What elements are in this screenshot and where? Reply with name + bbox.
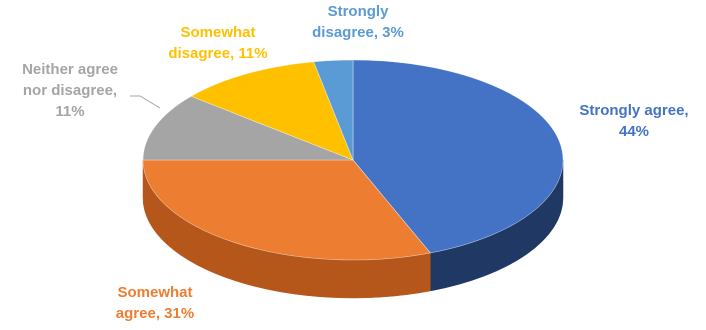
pie-slice-neither-agree-nor-disagree xyxy=(142,95,354,161)
pie-slice-somewhat-agree xyxy=(142,159,431,261)
data-label-somewhat-agree: Somewhat agree, 31% xyxy=(116,284,194,322)
leader-lines xyxy=(130,95,161,109)
pie-slice-strongly-agree xyxy=(352,59,564,254)
data-label-somewhat-disagree: Somewhat disagree, 11% xyxy=(168,24,267,62)
data-labels: Strongly agree, 44% Somewhat agree, 31% Neit… xyxy=(22,3,689,322)
data-label-strongly-disagree: Strongly disagree, 3% xyxy=(312,3,404,41)
pie-tops xyxy=(142,59,564,261)
leader-line-neither xyxy=(130,95,161,109)
pie-slice-somewhat-disagree xyxy=(190,61,354,161)
pie-slice-strongly-disagree xyxy=(313,59,354,161)
data-label-strongly-agree: Strongly agree, 44% xyxy=(579,102,688,140)
data-label-neither-agree-nor-disagree: Neither agree nor disagree, 11% xyxy=(22,61,118,120)
